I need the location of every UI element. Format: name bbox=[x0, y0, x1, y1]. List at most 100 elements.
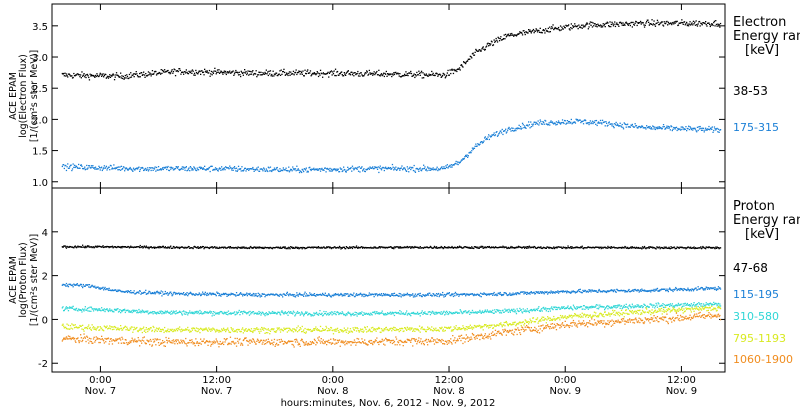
data-point bbox=[374, 73, 376, 76]
data-point bbox=[351, 247, 354, 250]
data-point bbox=[398, 313, 400, 315]
data-point bbox=[103, 289, 105, 291]
data-point bbox=[486, 309, 488, 311]
data-point bbox=[611, 21, 613, 23]
data-point bbox=[368, 294, 370, 296]
data-point bbox=[105, 165, 107, 167]
data-point bbox=[679, 129, 682, 131]
data-point bbox=[616, 247, 619, 249]
data-point bbox=[74, 166, 76, 169]
data-point bbox=[380, 169, 383, 171]
data-point bbox=[380, 73, 382, 76]
data-point bbox=[196, 72, 198, 75]
data-point bbox=[221, 71, 223, 73]
data-point bbox=[141, 292, 143, 294]
data-point bbox=[534, 30, 537, 32]
data-point bbox=[126, 291, 129, 294]
data-point bbox=[450, 164, 453, 166]
data-point bbox=[151, 73, 153, 75]
data-point bbox=[336, 70, 339, 73]
data-point bbox=[142, 247, 144, 249]
data-point bbox=[686, 304, 688, 306]
data-point bbox=[702, 22, 704, 24]
data-point bbox=[314, 73, 316, 75]
data-point bbox=[532, 125, 534, 127]
data-point bbox=[691, 127, 693, 130]
data-point bbox=[683, 128, 686, 130]
data-point bbox=[338, 74, 340, 76]
data-point bbox=[671, 126, 673, 128]
data-point bbox=[578, 119, 581, 121]
data-point bbox=[569, 247, 571, 249]
data-point bbox=[708, 22, 710, 24]
data-point bbox=[181, 167, 183, 170]
data-point bbox=[261, 74, 263, 76]
data-point bbox=[250, 168, 253, 170]
data-point bbox=[711, 126, 713, 128]
data-point bbox=[492, 134, 494, 136]
data-point bbox=[471, 150, 473, 152]
data-point bbox=[292, 168, 295, 170]
data-point bbox=[568, 120, 570, 123]
data-point bbox=[292, 246, 295, 249]
data-point bbox=[174, 75, 177, 77]
data-point bbox=[603, 306, 605, 308]
data-point bbox=[700, 286, 703, 289]
data-point bbox=[664, 306, 666, 309]
data-point bbox=[680, 21, 682, 24]
data-point bbox=[204, 311, 206, 313]
data-point bbox=[230, 72, 232, 74]
data-point bbox=[517, 127, 520, 130]
data-point bbox=[420, 72, 422, 74]
data-point bbox=[136, 168, 139, 170]
data-point bbox=[121, 168, 123, 170]
data-point bbox=[552, 247, 554, 249]
data-point bbox=[489, 293, 491, 295]
data-point bbox=[117, 246, 120, 248]
data-point bbox=[72, 163, 74, 165]
data-point bbox=[342, 246, 344, 248]
data-point bbox=[657, 302, 659, 304]
data-point bbox=[134, 310, 136, 312]
data-point bbox=[522, 291, 524, 293]
data-point bbox=[129, 166, 131, 169]
data-point bbox=[282, 169, 284, 172]
data-point bbox=[471, 247, 474, 249]
data-point bbox=[85, 168, 87, 170]
data-point bbox=[137, 246, 139, 248]
data-point bbox=[413, 247, 415, 249]
data-point bbox=[515, 247, 517, 249]
data-point bbox=[350, 246, 352, 249]
data-point bbox=[90, 328, 92, 330]
data-point bbox=[232, 246, 234, 249]
data-point bbox=[513, 294, 515, 296]
data-point bbox=[210, 73, 212, 75]
data-point bbox=[573, 306, 575, 308]
data-point bbox=[553, 306, 555, 308]
data-point bbox=[130, 245, 132, 247]
data-point bbox=[174, 168, 176, 170]
data-point bbox=[383, 169, 385, 172]
data-point bbox=[132, 292, 135, 294]
data-point bbox=[532, 246, 534, 248]
data-point bbox=[675, 304, 678, 306]
data-point bbox=[461, 294, 463, 296]
data-point bbox=[613, 23, 615, 25]
data-point bbox=[682, 247, 684, 249]
data-point bbox=[162, 312, 164, 314]
data-point bbox=[67, 307, 69, 309]
data-point bbox=[259, 296, 261, 298]
data-point bbox=[137, 291, 139, 293]
data-point bbox=[573, 25, 575, 28]
data-point bbox=[530, 308, 532, 311]
data-point bbox=[301, 311, 303, 313]
data-point bbox=[431, 74, 434, 76]
data-point bbox=[511, 127, 513, 129]
data-point bbox=[451, 68, 453, 70]
data-point bbox=[515, 292, 517, 294]
data-point bbox=[679, 304, 681, 306]
data-point bbox=[571, 27, 573, 30]
data-point bbox=[530, 32, 532, 34]
data-point bbox=[229, 294, 232, 296]
data-point bbox=[435, 247, 437, 249]
